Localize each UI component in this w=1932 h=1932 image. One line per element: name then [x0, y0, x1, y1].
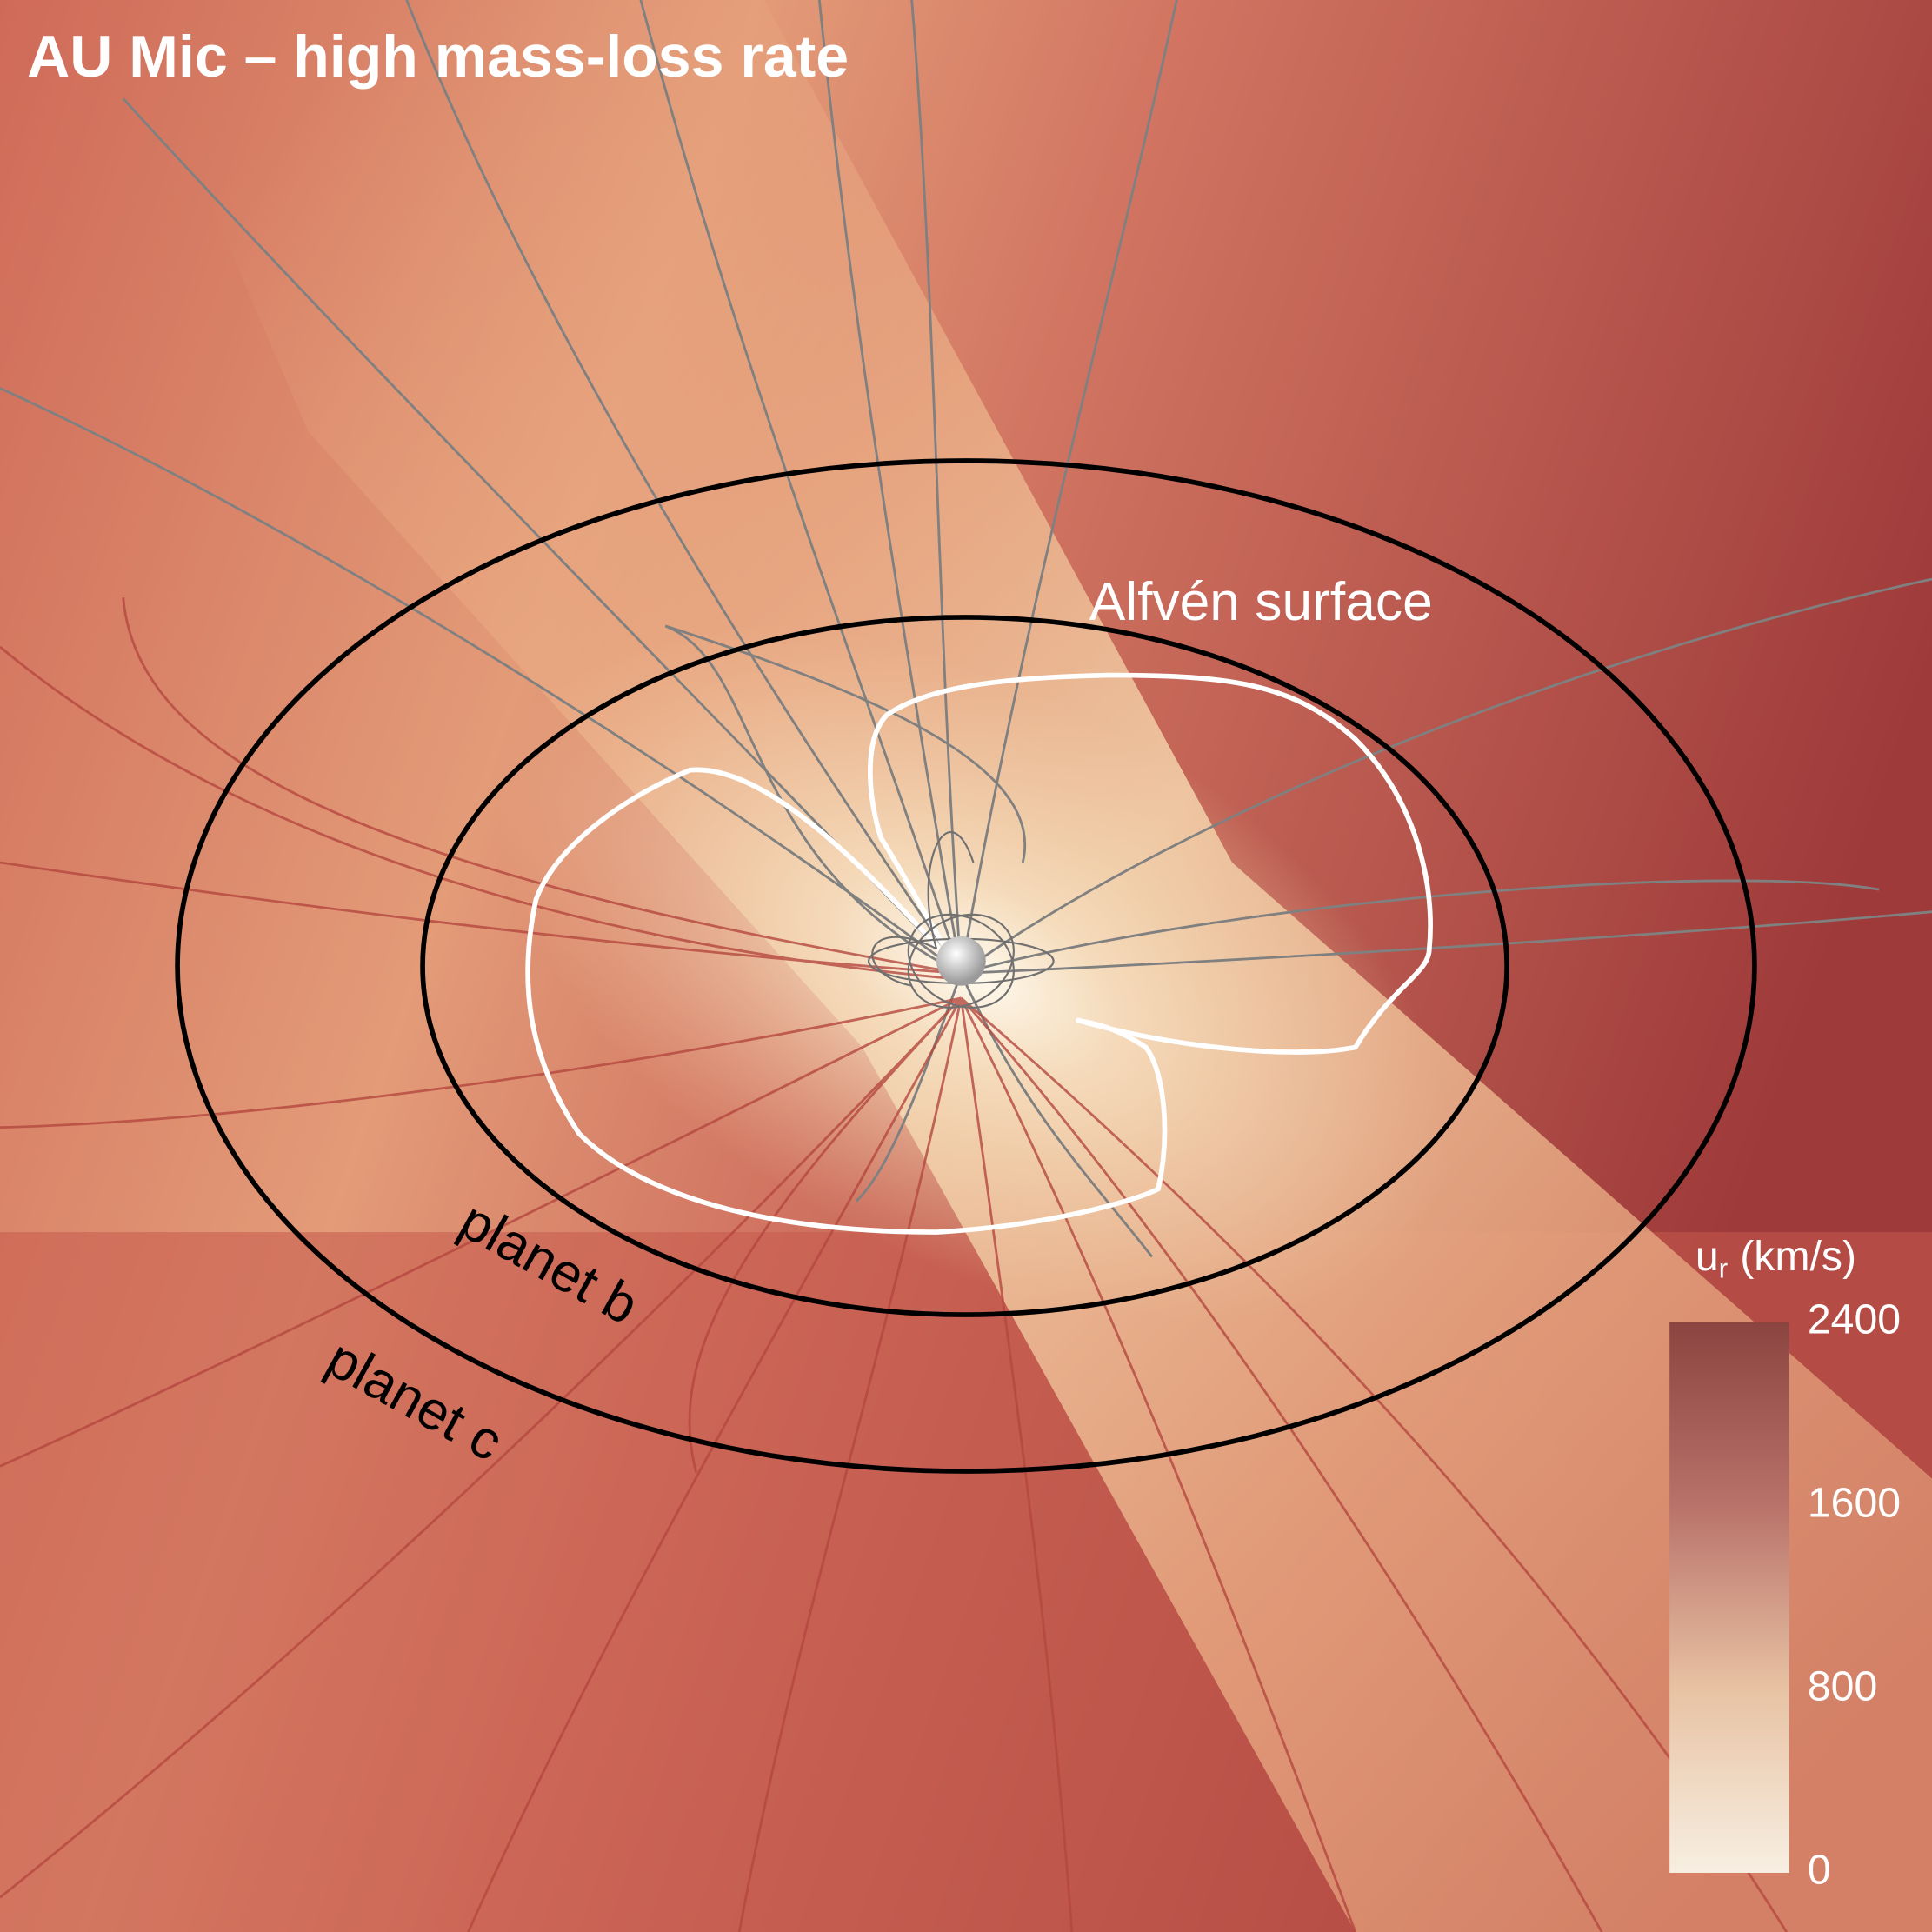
- colorbar-subscript: r: [1719, 1254, 1728, 1284]
- field-lines: [0, 0, 1932, 1258]
- colorbar-unit: (km/s): [1740, 1233, 1856, 1280]
- alfven-label: Alfvén surface: [1089, 572, 1433, 632]
- colorbar-tick-label: 800: [1808, 1663, 1877, 1710]
- colorbar-tick-label: 2400: [1808, 1296, 1901, 1342]
- colorbar-tick-label: 1600: [1808, 1479, 1901, 1526]
- planet-b-orbit: [420, 615, 1509, 1317]
- alfven-surface: [525, 672, 1433, 1235]
- planet-c-orbit: [175, 458, 1757, 1474]
- colorbar-tick-label: 0: [1808, 1847, 1831, 1894]
- title: AU Mic – high mass-loss rate: [27, 23, 849, 90]
- colorbar-symbol: u: [1695, 1233, 1719, 1280]
- colorbar-gradient: [1669, 1322, 1789, 1873]
- star: [936, 936, 986, 986]
- colorbar: ur (km/s) 0 800 1600 2400: [1669, 1233, 1901, 1894]
- colorbar-label: ur (km/s): [1695, 1233, 1856, 1284]
